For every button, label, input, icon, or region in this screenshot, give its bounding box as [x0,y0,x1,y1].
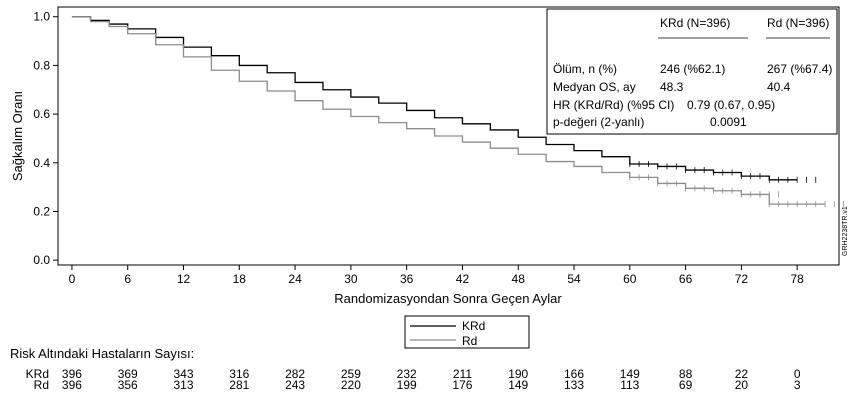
x-tick-label: 24 [288,272,302,286]
stats-label-hr: HR (KRd/Rd) (%95 CI) [553,98,674,112]
risk-count: 396 [62,367,82,381]
risk-count: 313 [174,378,194,392]
x-tick-label: 48 [512,272,526,286]
y-tick-label: 1.0 [33,10,50,24]
risk-row-label: Rd [34,378,49,392]
y-tick-label: 0.8 [33,58,50,72]
x-tick-label: 72 [735,272,749,286]
legend-frame [404,315,530,349]
risk-count: 88 [679,367,693,381]
risk-table-title: Risk Altındaki Hastaların Sayısı: [10,346,194,361]
risk-count: 243 [285,378,305,392]
legend-label-krd: KRd [462,319,485,333]
x-tick-label: 36 [400,272,414,286]
stats-table: KRd (N=396) Rd (N=396) Ölüm, n (%) 246 (… [546,8,838,135]
risk-count: 220 [341,378,361,392]
x-tick-label: 18 [233,272,247,286]
risk-count: 166 [564,367,584,381]
y-tick-label: 0.2 [33,204,50,218]
risk-count: 0 [794,367,801,381]
x-axis-label: Randomizasyondan Sonra Geçen Aylar [334,291,562,306]
stats-header-krd: KRd (N=396) [660,16,730,30]
risk-count: 259 [341,367,361,381]
risk-count: 20 [735,378,749,392]
stats-rd-median-os: 40.4 [767,80,791,94]
risk-count: 176 [452,378,472,392]
survival-curve-krd [71,16,798,181]
legend-label-rd: Rd [462,334,477,348]
x-tick-label: 66 [679,272,693,286]
x-tick-label: 0 [69,272,76,286]
stats-value-hr: 0.79 (0.67, 0.95) [687,98,775,112]
x-tick-label: 6 [124,272,131,286]
legend: KRd Rd [404,315,530,349]
x-tick-label: 12 [177,272,191,286]
stats-rd-deaths: 267 (%67.4) [767,62,832,76]
risk-count: 356 [118,378,138,392]
stats-label-deaths: Ölüm, n (%) [553,62,617,76]
stats-table-frame [546,8,838,135]
plot-frame [57,6,840,266]
stats-label-median-os: Medyan OS, ay [553,80,636,94]
risk-count: 199 [397,378,417,392]
series-layer [71,16,845,208]
risk-count: 69 [679,378,693,392]
figure-code: GRH2238TR.v1 [842,206,849,256]
risk-count: 282 [285,367,305,381]
risk-count: 343 [174,367,194,381]
risk-table: KRd 396 369 343 316 282 259 232 211 190 166 149 88 22… [26,367,801,392]
risk-count: 190 [508,367,528,381]
x-tick-label: 54 [567,272,581,286]
risk-count: 211 [453,367,472,381]
risk-count: 316 [229,367,249,381]
axis-ticks: 0 6 12 18 24 30 36 42 48 54 60 66 72 78 0.0 0.2 0.4 0.6 0.… [33,10,804,286]
y-tick-label: 0.0 [33,253,50,267]
y-tick-label: 0.4 [33,156,50,170]
risk-count: 149 [620,367,640,381]
stats-krd-deaths: 246 (%62.1) [660,62,725,76]
risk-count: 369 [118,367,138,381]
risk-count: 133 [564,378,584,392]
stats-header-rd: Rd (N=396) [767,16,829,30]
stats-value-p-value: 0.0091 [710,115,747,129]
y-axis-label: Sağkalım Oranı [10,91,25,181]
risk-count: 3 [794,378,801,392]
stats-label-p-value: p-değeri (2-yanlı) [553,115,644,129]
y-tick-label: 0.6 [33,107,50,121]
risk-row-label: KRd [26,367,49,381]
x-tick-label: 30 [344,272,358,286]
risk-count: 22 [735,367,749,381]
x-tick-label: 60 [623,272,637,286]
x-tick-label: 78 [790,272,804,286]
risk-count: 232 [397,367,417,381]
stats-krd-median-os: 48.3 [660,80,684,94]
risk-count: 396 [62,378,82,392]
x-tick-label: 42 [456,272,470,286]
risk-count: 281 [229,378,249,392]
risk-count: 149 [508,378,528,392]
risk-count: 113 [620,378,639,392]
